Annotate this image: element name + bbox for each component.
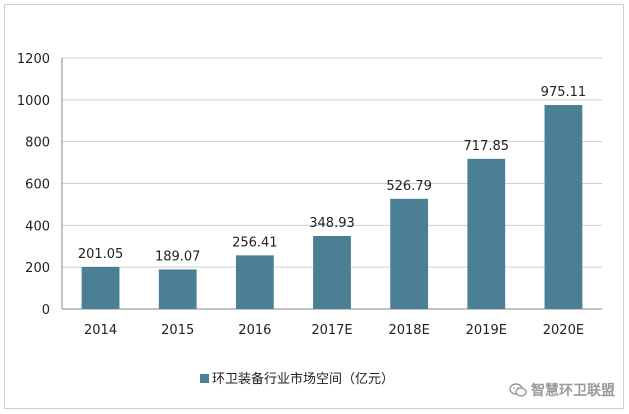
y-tick-label: 0 [42, 303, 50, 318]
bar [544, 105, 583, 309]
x-tick-label: 2020E [543, 323, 584, 338]
data-label: 975.11 [541, 85, 587, 100]
data-label: 717.85 [464, 139, 510, 154]
x-tick-label: 2018E [388, 323, 429, 338]
bar [235, 255, 274, 309]
data-labels: 201.05 189.07 256.41 348.93 526.79 717.85 975.… [78, 85, 586, 264]
data-label: 189.07 [155, 249, 201, 264]
legend-swatch [200, 374, 209, 383]
watermark: 智慧环卫联盟 [509, 380, 615, 400]
bar [81, 266, 120, 309]
y-tick-label: 600 [25, 178, 50, 193]
x-tick-label: 2014 [84, 323, 117, 338]
y-tick-label: 200 [25, 261, 50, 276]
x-tick-label: 2017E [311, 323, 352, 338]
y-tick-label: 400 [25, 219, 50, 234]
data-label: 526.79 [386, 179, 432, 194]
legend: 环卫装备行业市场空间（亿元） [200, 371, 394, 387]
gridlines [62, 57, 602, 310]
y-tick-label: 1200 [17, 52, 50, 67]
bars [81, 105, 583, 309]
legend-label: 环卫装备行业市场空间（亿元） [212, 371, 394, 387]
chart-frame [4, 4, 624, 409]
y-tick-label: 800 [25, 136, 50, 151]
watermark-text: 智慧环卫联盟 [531, 383, 615, 399]
bar [313, 236, 351, 309]
y-tick-label: 1000 [17, 94, 50, 109]
x-tick-label: 2019E [466, 323, 507, 338]
axes: 0 200 400 600 800 1000 1200 2014 2015 2016 2017E 20… [17, 52, 584, 338]
wechat-icon [509, 383, 527, 397]
data-label: 201.05 [78, 247, 124, 262]
bar [158, 269, 197, 309]
data-label: 256.41 [232, 235, 278, 250]
x-tick-label: 2015 [161, 323, 194, 338]
bar [390, 198, 429, 309]
data-label: 348.93 [309, 216, 355, 231]
bar [467, 158, 506, 309]
x-tick-label: 2016 [238, 323, 271, 338]
